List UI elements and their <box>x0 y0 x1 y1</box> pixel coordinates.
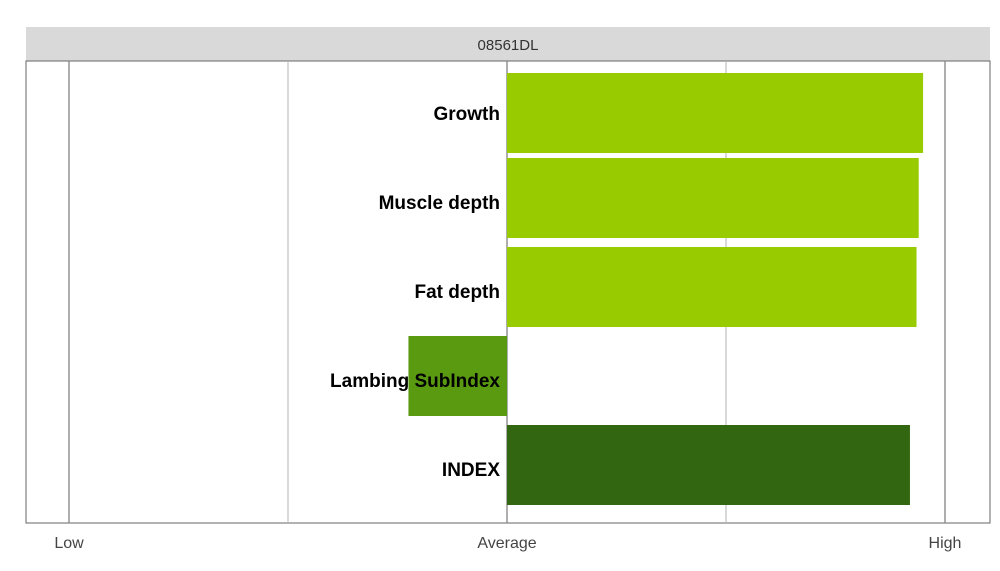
bar <box>507 247 917 327</box>
x-tick-label: High <box>929 535 962 552</box>
x-tick-label: Low <box>54 535 84 552</box>
bar <box>408 336 507 416</box>
chart-title: 08561DL <box>478 37 539 54</box>
bar <box>507 425 910 505</box>
bar-category-label: Lambing SubIndex <box>330 371 500 392</box>
facet-strip <box>26 27 990 61</box>
bar <box>507 158 919 238</box>
bar-category-label: INDEX <box>442 460 500 481</box>
x-axis-tick-labels: Low Average High <box>54 535 961 552</box>
bar-category-label: Muscle depth <box>379 193 500 214</box>
x-tick-label: Average <box>477 535 536 552</box>
bar-category-label: Fat depth <box>415 282 501 303</box>
bars <box>408 73 924 505</box>
bar <box>507 73 924 153</box>
bar-category-label: Growth <box>434 104 501 125</box>
bar-labels: Growth Muscle depth Fat depth Lambing SubIn… <box>330 104 500 481</box>
